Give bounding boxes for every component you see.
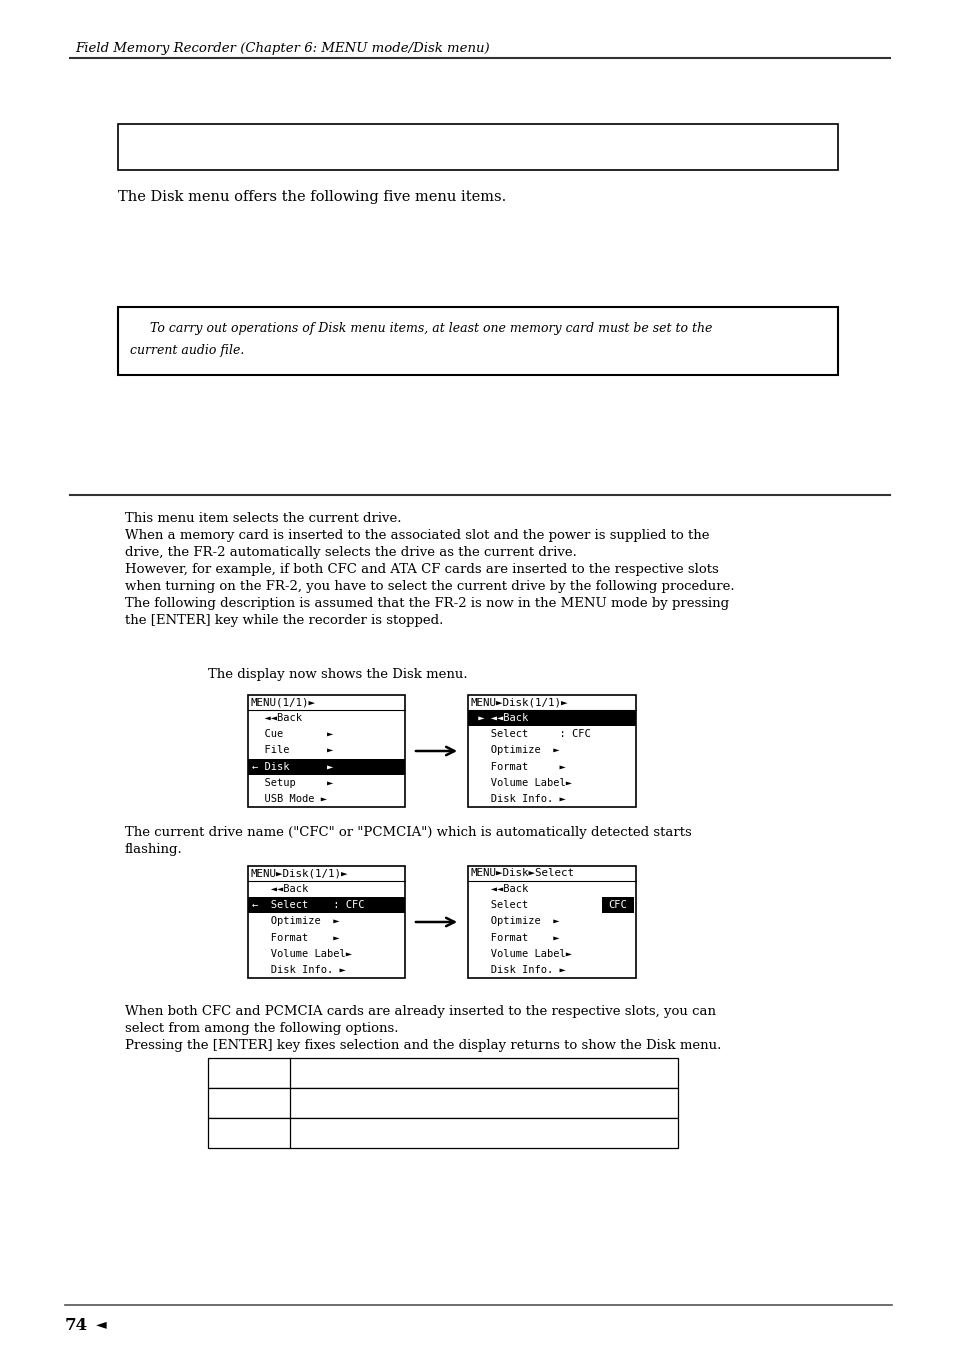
Bar	[118, 124, 837, 170]
Text: ◄◄Back: ◄◄Back	[252, 884, 308, 894]
Text: Format    ►: Format ►	[472, 932, 558, 943]
Bar	[468, 711, 636, 727]
Text: ◄: ◄	[96, 1317, 107, 1331]
Text: Pressing the [ENTER] key fixes selection and the display returns to show the Dis: Pressing the [ENTER] key fixes selection…	[125, 1039, 720, 1052]
Text: Volume Label►: Volume Label►	[472, 948, 572, 959]
Text: However, for example, if both CFC and ATA CF cards are inserted to the respectiv: However, for example, if both CFC and AT…	[125, 563, 718, 576]
Text: when turning on the FR-2, you have to select the current drive by the following : when turning on the FR-2, you have to se…	[125, 580, 734, 593]
Text: MENU►Disk(1/1)►: MENU►Disk(1/1)►	[251, 869, 348, 878]
Text: CFC: CFC	[608, 900, 627, 911]
Text: This menu item selects the current drive.: This menu item selects the current drive…	[125, 512, 401, 526]
Bar	[208, 1088, 678, 1119]
Text: When a memory card is inserted to the associated slot and the power is supplied : When a memory card is inserted to the as…	[125, 530, 709, 542]
Bar	[468, 866, 636, 978]
Text: Format     ►: Format ►	[472, 762, 565, 771]
Text: MENU(1/1)►: MENU(1/1)►	[251, 697, 315, 708]
Bar	[248, 866, 405, 978]
Text: The following description is assumed that the FR-2 is now in the MENU mode by pr: The following description is assumed tha…	[125, 597, 728, 611]
Text: Volume Label►: Volume Label►	[252, 948, 352, 959]
Text: Format    ►: Format ►	[252, 932, 339, 943]
Text: MENU►Disk►Select: MENU►Disk►Select	[471, 869, 575, 878]
Text: MENU►Disk(1/1)►: MENU►Disk(1/1)►	[471, 697, 568, 708]
Bar	[248, 897, 405, 913]
Text: Setup     ►: Setup ►	[252, 778, 333, 788]
Text: current audio file.: current audio file.	[130, 345, 244, 357]
Text: ◄◄Back: ◄◄Back	[252, 713, 302, 723]
Text: Disk Info. ►: Disk Info. ►	[472, 965, 565, 975]
Text: drive, the FR-2 automatically selects the drive as the current drive.: drive, the FR-2 automatically selects th…	[125, 546, 577, 559]
Text: File      ►: File ►	[252, 746, 333, 755]
Bar	[248, 694, 405, 807]
Text: Disk Info. ►: Disk Info. ►	[472, 794, 565, 804]
Text: ◄◄Back: ◄◄Back	[472, 884, 528, 894]
Bar	[208, 1119, 678, 1148]
Text: Optimize  ►: Optimize ►	[252, 916, 339, 927]
Text: flashing.: flashing.	[125, 843, 183, 857]
Bar	[248, 758, 405, 774]
Bar	[601, 897, 634, 913]
Text: The current drive name ("CFC" or "PCMCIA") which is automatically detected start: The current drive name ("CFC" or "PCMCIA…	[125, 825, 691, 839]
Text: Volume Label►: Volume Label►	[472, 778, 572, 788]
Text: Disk Info. ►: Disk Info. ►	[252, 965, 345, 975]
Text: 74: 74	[65, 1317, 88, 1333]
Bar	[118, 307, 837, 376]
Text: Optimize  ►: Optimize ►	[472, 746, 558, 755]
Bar	[208, 1058, 678, 1088]
Text: select from among the following options.: select from among the following options.	[125, 1021, 398, 1035]
Text: The display now shows the Disk menu.: The display now shows the Disk menu.	[208, 667, 467, 681]
Text: ← Disk      ►: ← Disk ►	[252, 762, 333, 771]
Text: Field Memory Recorder (Chapter 6: MENU mode/Disk menu): Field Memory Recorder (Chapter 6: MENU m…	[75, 42, 489, 55]
Text: ► ◄◄Back: ► ◄◄Back	[472, 713, 528, 723]
Text: The Disk menu offers the following five menu items.: The Disk menu offers the following five …	[118, 190, 506, 204]
Text: Cue       ►: Cue ►	[252, 730, 333, 739]
Text: When both CFC and PCMCIA cards are already inserted to the respective slots, you: When both CFC and PCMCIA cards are alrea…	[125, 1005, 716, 1019]
Text: USB Mode ►: USB Mode ►	[252, 794, 327, 804]
Text: To carry out operations of Disk menu items, at least one memory card must be set: To carry out operations of Disk menu ite…	[118, 322, 712, 335]
Text: Optimize  ►: Optimize ►	[472, 916, 558, 927]
Text: Select: Select	[472, 900, 528, 911]
Text: ←  Select    : CFC: ← Select : CFC	[252, 900, 364, 911]
Bar	[468, 694, 636, 807]
Text: Select     : CFC: Select : CFC	[472, 730, 590, 739]
Text: the [ENTER] key while the recorder is stopped.: the [ENTER] key while the recorder is st…	[125, 613, 443, 627]
